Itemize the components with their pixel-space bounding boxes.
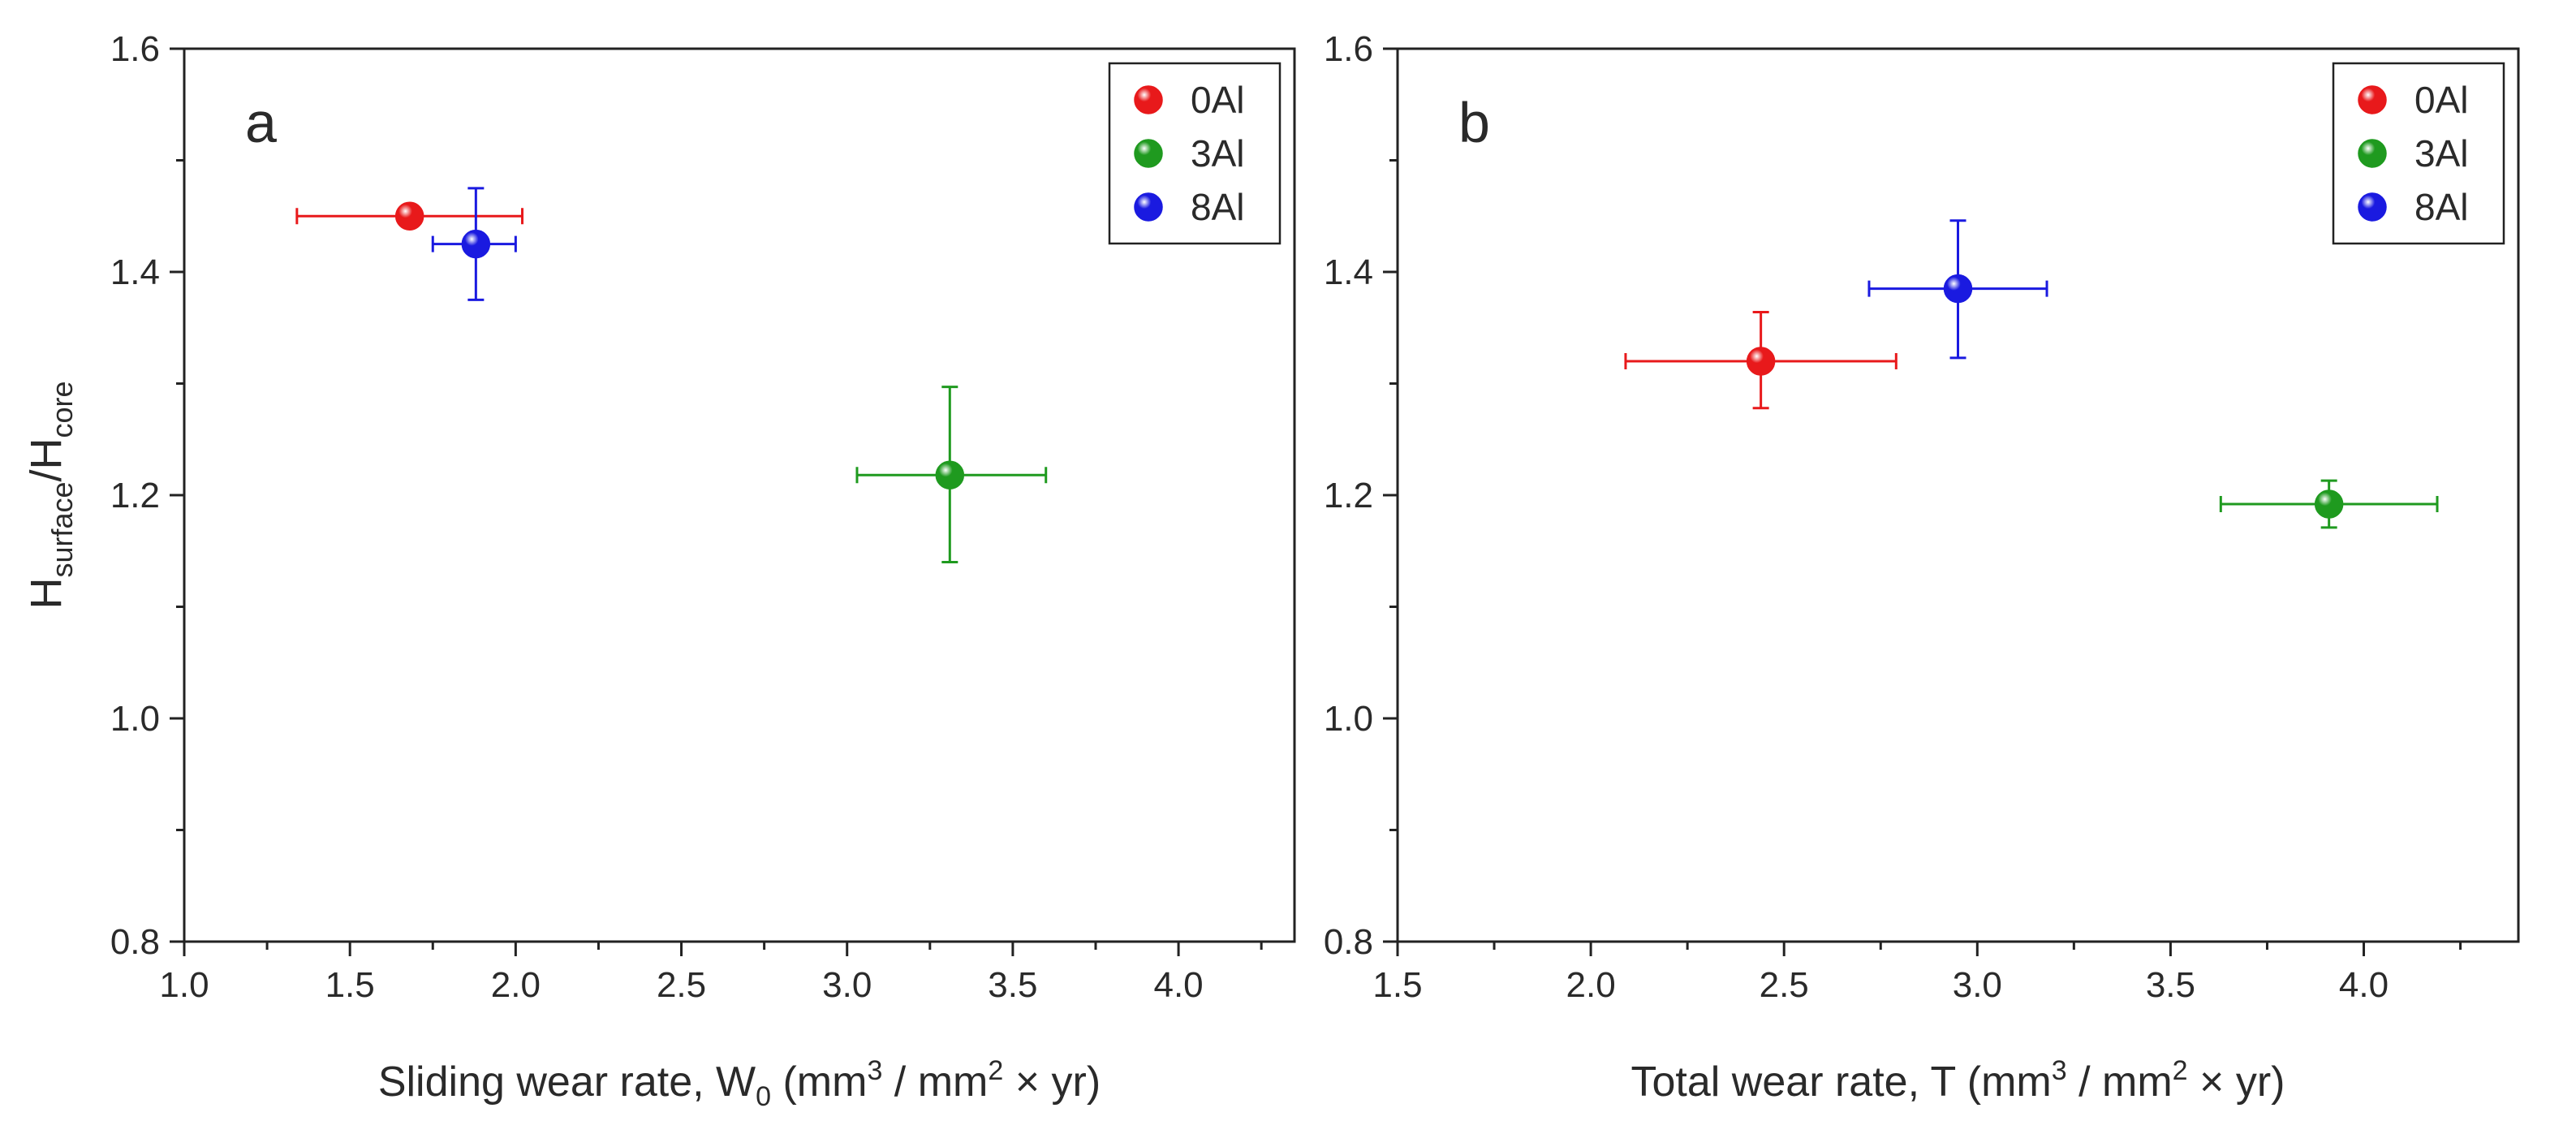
marker-0Al: [394, 201, 424, 231]
x-label-main: Total wear rate, T: [1631, 1058, 1956, 1106]
x-tick-label: 4.0: [1153, 965, 1203, 1005]
legend-marker-0Al: [1134, 85, 1163, 114]
x-label-units: / mm: [2067, 1058, 2173, 1106]
y-tick-label: 0.8: [110, 922, 160, 962]
x-tick-label: 2.0: [491, 965, 541, 1005]
x-label-units: × yr): [1003, 1058, 1101, 1106]
x-label-units: / mm: [882, 1058, 988, 1106]
legend-label-0Al: 0Al: [1191, 79, 1244, 121]
legend-marker-3Al: [1134, 139, 1163, 168]
y-tick-label: 1.2: [110, 476, 160, 515]
x-label-superscript: 3: [867, 1055, 882, 1086]
legend-marker-0Al: [2358, 85, 2387, 114]
y-axis-label: Hsurface/Hcore: [22, 381, 79, 609]
data-point-8Al: [1867, 219, 2048, 360]
y-label-subscript: surface: [45, 481, 79, 577]
x-tick-label: 2.5: [657, 965, 706, 1005]
x-label-subscript: 0: [756, 1081, 771, 1112]
marker-0Al: [1746, 347, 1776, 376]
legend-label-3Al: 3Al: [2414, 132, 2468, 175]
y-label-main: /H: [22, 438, 71, 481]
y-tick-label: 0.8: [1324, 922, 1373, 962]
legend-label-3Al: 3Al: [1191, 132, 1244, 175]
x-tick-label: 2.0: [1566, 965, 1616, 1005]
x-label-superscript: 2: [988, 1055, 1003, 1086]
marker-3Al: [935, 460, 965, 489]
x-label-units: × yr): [2188, 1058, 2285, 1106]
x-label-superscript: 3: [2052, 1055, 2067, 1086]
y-tick-label: 1.2: [1324, 476, 1373, 515]
y-tick-label: 1.6: [110, 29, 160, 69]
marker-8Al: [461, 229, 491, 259]
panel-label: b: [1458, 91, 1490, 154]
x-label-main: Sliding wear rate, W: [378, 1058, 756, 1106]
x-tick-label: 3.0: [822, 965, 872, 1005]
legend-marker-3Al: [2358, 139, 2387, 168]
legend-label-8Al: 8Al: [2414, 186, 2468, 228]
x-label-units: (mm: [1955, 1058, 2051, 1106]
x-label-units: (mm: [771, 1058, 867, 1106]
x-tick-label: 1.5: [325, 965, 375, 1005]
y-tick-label: 1.4: [1324, 252, 1373, 292]
x-tick-label: 4.0: [2339, 965, 2389, 1005]
data-point-0Al: [1624, 311, 1898, 410]
data-point-3Al: [855, 386, 1048, 563]
y-label-main: H: [22, 578, 71, 610]
legend-marker-8Al: [1134, 192, 1163, 222]
y-tick-label: 1.0: [1324, 699, 1373, 739]
x-tick-label: 3.5: [988, 965, 1037, 1005]
x-axis-label: Sliding wear rate, W0 (mm3 / mm2 × yr): [378, 1055, 1101, 1112]
marker-3Al: [2314, 489, 2344, 519]
legend: 0Al 3Al 8Al: [2332, 62, 2505, 245]
y-tick-label: 1.6: [1324, 29, 1373, 69]
legend-label-8Al: 8Al: [1191, 186, 1244, 228]
marker-8Al: [1943, 274, 1973, 304]
chart-panel-b: 1.5 2.0 2.5 3.0 3.5 4.0 0.8 1.0 1.2 1.4 1.6 b Total …: [1324, 29, 2520, 1106]
data-point-0Al: [295, 201, 524, 231]
y-label-subscript: core: [45, 381, 79, 438]
data-point-3Al: [2219, 479, 2439, 529]
legend-marker-8Al: [2358, 192, 2387, 222]
x-tick-label: 2.5: [1760, 965, 1809, 1005]
y-tick-label: 1.4: [110, 252, 160, 292]
y-tick-label: 1.0: [110, 699, 160, 739]
data-point-8Al: [431, 187, 517, 301]
x-tick-label: 1.0: [159, 965, 209, 1005]
x-axis-label: Total wear rate, T (mm3 / mm2 × yr): [1631, 1055, 2285, 1106]
legend: 0Al 3Al 8Al: [1108, 62, 1282, 245]
x-tick-label: 1.5: [1372, 965, 1422, 1005]
x-label-superscript: 2: [2173, 1055, 2188, 1086]
legend-label-0Al: 0Al: [2414, 79, 2468, 121]
chart-panel-a: 1.0 1.5 2.0 2.5 3.0 3.5 4.00.81.01.21.41.6aSli…: [22, 29, 1296, 1112]
x-tick-label: 3.5: [2146, 965, 2195, 1005]
panel-label: a: [245, 91, 277, 154]
x-tick-label: 3.0: [1953, 965, 2002, 1005]
